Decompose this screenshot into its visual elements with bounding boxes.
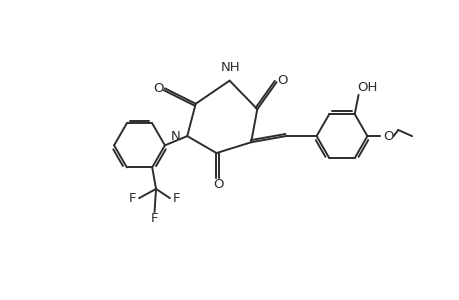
Text: O: O <box>277 74 287 87</box>
Text: O: O <box>383 130 393 142</box>
Text: O: O <box>213 178 223 191</box>
Text: F: F <box>129 192 136 205</box>
Text: N: N <box>170 130 180 142</box>
Text: O: O <box>153 82 164 95</box>
Text: NH: NH <box>220 61 240 74</box>
Text: OH: OH <box>357 81 377 94</box>
Text: F: F <box>172 192 179 205</box>
Text: F: F <box>151 212 158 225</box>
